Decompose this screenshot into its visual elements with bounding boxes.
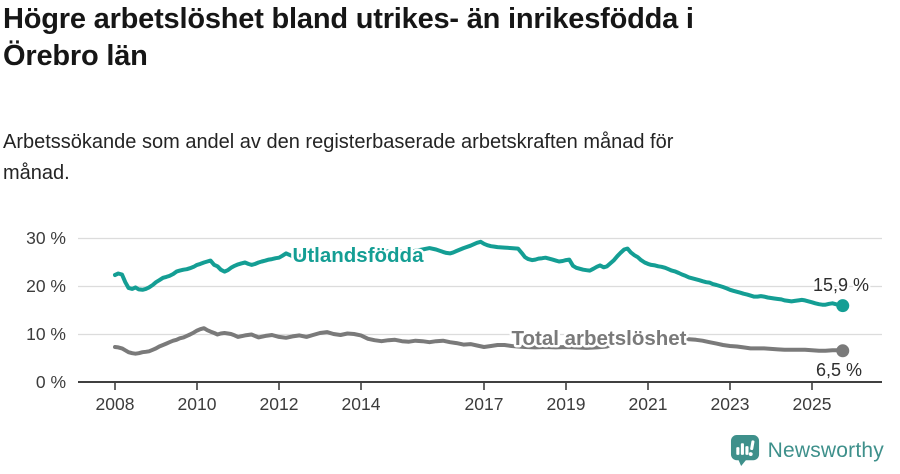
series-line: [113, 326, 845, 356]
series-end-dot: [836, 344, 850, 358]
newsworthy-logo[interactable]: Newsworthy: [730, 434, 884, 467]
series-end-value: 15,9 %: [813, 275, 869, 295]
series-line: [113, 239, 845, 308]
x-tick-label: 2008: [96, 394, 135, 414]
x-tick-label: 2021: [629, 394, 668, 414]
series-label: Utlandsfödda: [293, 244, 425, 267]
x-tick-label: 2023: [711, 394, 750, 414]
x-tick-label: 2025: [793, 394, 832, 414]
series-end-value: 6,5 %: [816, 360, 862, 380]
series-end-dot: [836, 299, 850, 313]
y-axis-label: 0 %: [36, 372, 66, 392]
y-axis-label: 20 %: [26, 276, 66, 296]
x-tick-label: 2010: [178, 394, 217, 414]
series-label: Total arbetslöshet: [511, 327, 686, 350]
y-axis-label: 10 %: [26, 324, 66, 344]
newsworthy-logo-text: Newsworthy: [767, 438, 884, 462]
y-axis-label: 30 %: [26, 228, 66, 248]
x-tick-label: 2014: [342, 394, 381, 414]
x-tick-label: 2017: [465, 394, 504, 414]
page-title: Högre arbetslöshet bland utrikes- än inr…: [3, 3, 694, 72]
page-subtitle: Arbetssökande som andel av den registerb…: [3, 131, 674, 184]
x-tick-label: 2019: [547, 394, 586, 414]
x-tick-label: 2012: [260, 394, 299, 414]
newsworthy-logo-icon: [730, 435, 759, 466]
